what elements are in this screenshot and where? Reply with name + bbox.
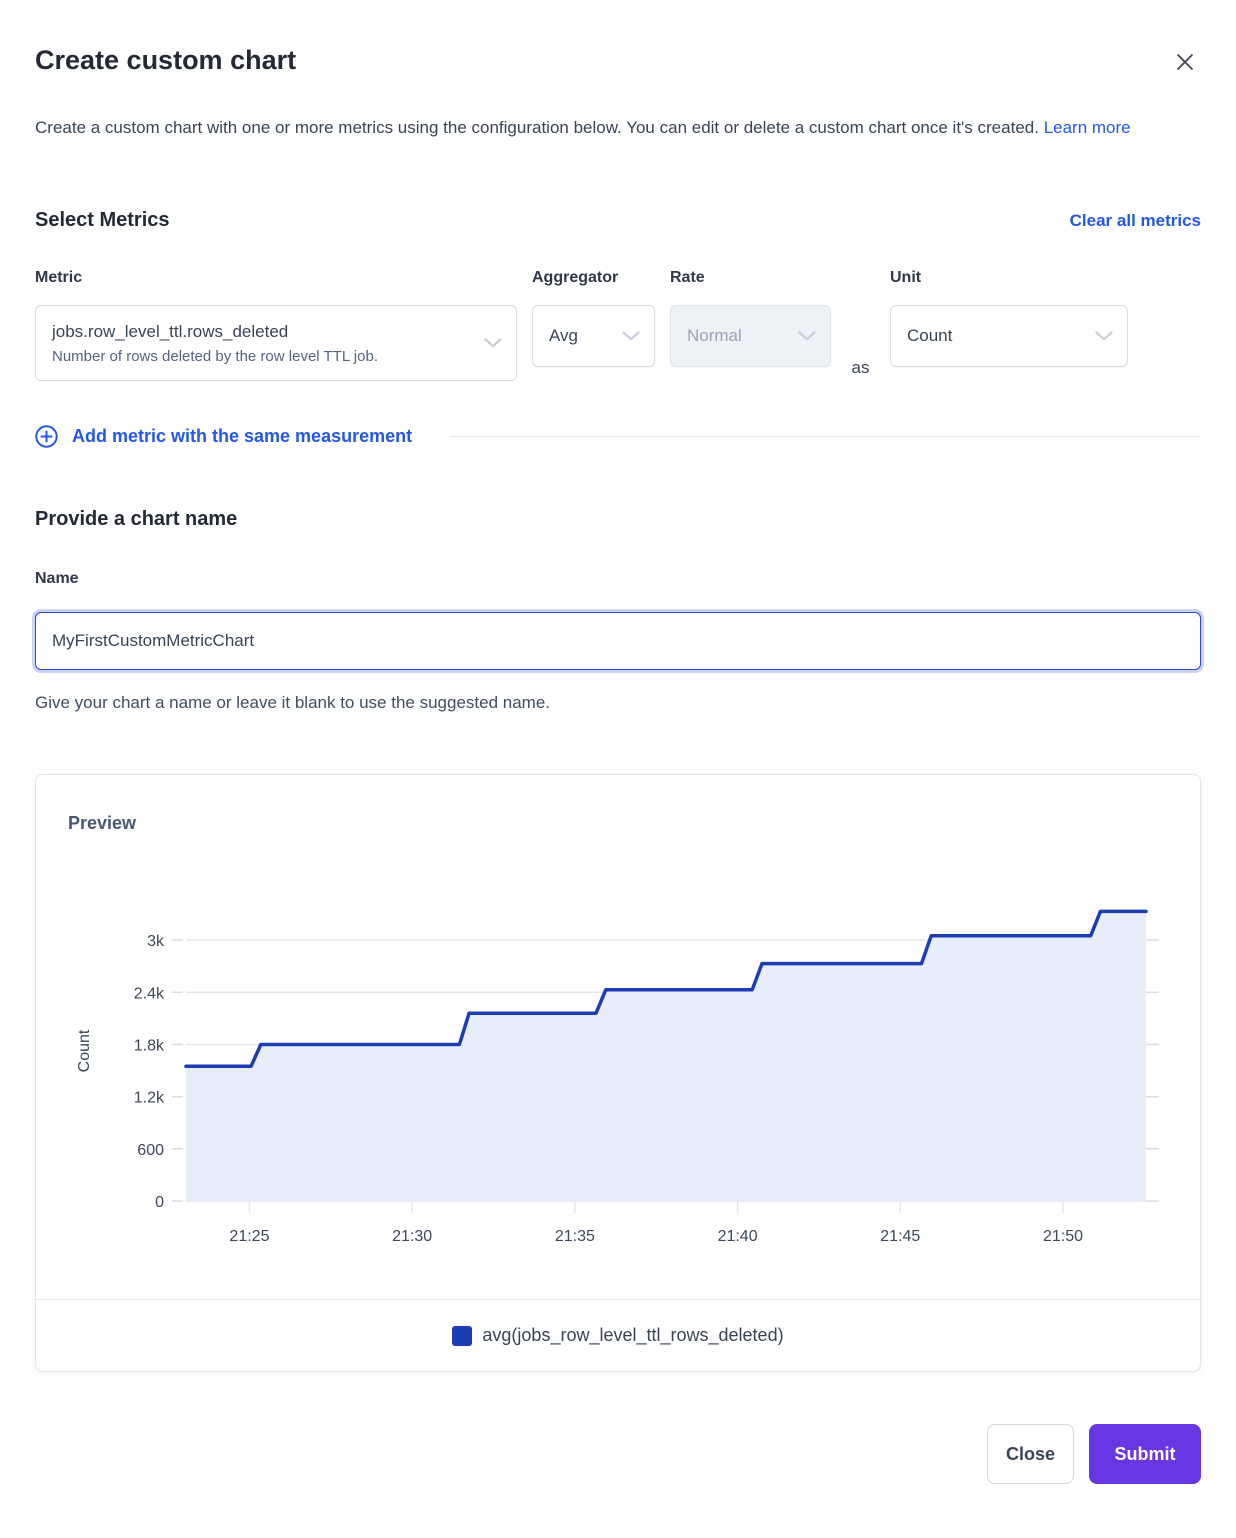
submit-button[interactable]: Submit [1089,1424,1201,1484]
unit-select-value: Count [907,326,953,345]
chevron-down-icon [1095,331,1113,341]
chart-name-input[interactable] [35,612,1201,670]
rate-label: Rate [670,269,705,286]
close-modal-button[interactable] [1172,50,1198,76]
aggregator-field: Aggregator Avg [532,267,655,367]
learn-more-link[interactable]: Learn more [1043,118,1131,137]
chart-legend: avg(jobs_row_level_ttl_rows_deleted) [36,1299,1200,1371]
close-button[interactable]: Close [987,1424,1074,1484]
chevron-down-icon [484,338,502,348]
unit-select[interactable]: Count [890,305,1128,367]
svg-text:600: 600 [137,1142,164,1159]
chevron-down-icon [798,331,816,341]
svg-text:21:35: 21:35 [555,1228,595,1245]
legend-swatch [452,1325,473,1346]
svg-text:Count: Count [76,1029,93,1072]
metric-select[interactable]: jobs.row_level_ttl.rows_deleted Number o… [35,305,517,381]
svg-text:21:25: 21:25 [229,1228,269,1245]
modal-description: Create a custom chart with one or more m… [35,113,1195,143]
preview-card: Preview 0 600 1.2k 1.8k 2.4k 3k 21:25 21:30 21:3… [35,774,1201,1372]
modal-footer: Close Submit [35,1424,1201,1484]
rate-select: Normal [670,305,831,367]
metric-config-row: Metric jobs.row_level_ttl.rows_deleted N… [35,267,1201,381]
rate-select-value: Normal [687,326,742,345]
preview-heading: Preview [68,813,137,833]
plus-circle-icon [35,425,58,448]
svg-text:21:30: 21:30 [392,1228,432,1245]
metric-label: Metric [35,269,83,286]
metric-select-texts: jobs.row_level_ttl.rows_deleted Number o… [52,322,378,365]
svg-text:21:40: 21:40 [718,1228,758,1245]
name-helper-text: Give your chart a name or leave it blank… [35,693,551,712]
unit-label: Unit [890,269,922,286]
divider [450,436,1201,437]
svg-text:1.2k: 1.2k [134,1090,165,1107]
svg-text:2.4k: 2.4k [134,985,165,1002]
aggregator-select-value: Avg [549,326,578,345]
as-connector: as [831,267,890,381]
close-icon [1176,53,1194,71]
clear-all-metrics-link[interactable]: Clear all metrics [1069,211,1201,230]
legend-label: avg(jobs_row_level_ttl_rows_deleted) [482,1325,784,1345]
svg-text:21:45: 21:45 [880,1228,920,1245]
select-metrics-header: Select Metrics Clear all metrics [35,207,1201,233]
svg-text:21:50: 21:50 [1043,1228,1083,1245]
add-metric-row: Add metric with the same measurement [35,425,1201,448]
chevron-down-icon [622,331,640,341]
metric-field: Metric jobs.row_level_ttl.rows_deleted N… [35,267,517,381]
add-metric-label: Add metric with the same measurement [72,426,413,446]
as-label: as [851,358,870,377]
add-metric-button[interactable]: Add metric with the same measurement [35,425,412,448]
svg-text:3k: 3k [147,933,165,950]
name-label: Name [35,570,79,587]
unit-field: Unit Count [890,267,1128,367]
svg-text:1.8k: 1.8k [134,1037,165,1054]
metric-select-value: jobs.row_level_ttl.rows_deleted [52,321,289,341]
select-metrics-heading: Select Metrics [35,209,170,231]
modal-description-text: Create a custom chart with one or more m… [35,118,1039,137]
aggregator-label: Aggregator [532,269,619,286]
metric-select-description: Number of rows deleted by the row level … [52,347,378,365]
page-title: Create custom chart [35,45,297,75]
aggregator-select[interactable]: Avg [532,305,655,367]
rate-field: Rate Normal [670,267,831,367]
svg-text:0: 0 [155,1194,164,1211]
preview-chart: 0 600 1.2k 1.8k 2.4k 3k 21:25 21:30 21:35 21:40 21… [76,909,1159,1245]
chart-name-heading: Provide a chart name [35,508,238,530]
